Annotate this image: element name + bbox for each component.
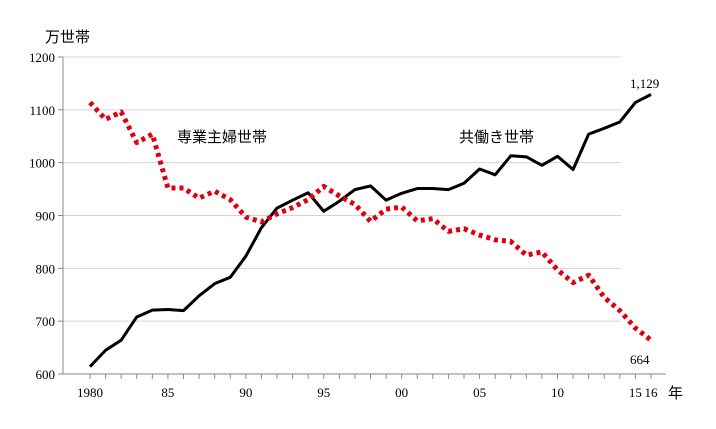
y-axis-unit-label: 万世帯 — [45, 28, 90, 46]
end-label-housewife: 664 — [630, 352, 650, 367]
y-tick-label: 1000 — [29, 156, 55, 171]
end-label-dual-income: 1,129 — [630, 76, 659, 91]
y-tick-label: 600 — [36, 367, 56, 382]
x-axis-unit-label: 年 — [668, 384, 683, 402]
x-tick-label: 1980 — [77, 385, 103, 400]
y-tick-label: 1100 — [29, 103, 55, 118]
x-tick-label: 95 — [317, 385, 330, 400]
series-label-dual-income: 共働き世帯 — [459, 128, 534, 146]
x-tick-label: 16 — [645, 385, 659, 400]
x-tick-label: 00 — [395, 385, 408, 400]
series-label-housewife: 専業主婦世帯 — [177, 128, 267, 146]
x-tick-label: 90 — [239, 385, 252, 400]
y-tick-label: 800 — [36, 261, 56, 276]
y-tick-label: 900 — [36, 209, 56, 224]
x-tick-label: 85 — [161, 385, 174, 400]
series-line-0 — [90, 95, 651, 367]
x-tick-label: 15 — [629, 385, 642, 400]
x-tick-label: 05 — [473, 385, 486, 400]
y-tick-label: 1200 — [29, 50, 55, 65]
y-tick-label: 700 — [36, 314, 56, 329]
x-tick-label: 10 — [551, 385, 564, 400]
